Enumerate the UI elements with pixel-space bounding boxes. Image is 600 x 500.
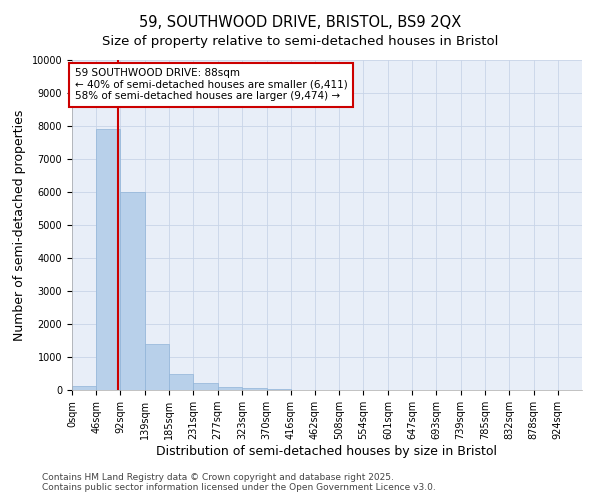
Bar <box>145 344 169 390</box>
Text: Contains HM Land Registry data © Crown copyright and database right 2025.
Contai: Contains HM Land Registry data © Crown c… <box>42 473 436 492</box>
Text: 59 SOUTHWOOD DRIVE: 88sqm
← 40% of semi-detached houses are smaller (6,411)
58% : 59 SOUTHWOOD DRIVE: 88sqm ← 40% of semi-… <box>74 68 347 102</box>
Bar <box>242 388 266 390</box>
X-axis label: Distribution of semi-detached houses by size in Bristol: Distribution of semi-detached houses by … <box>157 445 497 458</box>
Y-axis label: Number of semi-detached properties: Number of semi-detached properties <box>13 110 26 340</box>
Bar <box>218 386 242 390</box>
Text: 59, SOUTHWOOD DRIVE, BRISTOL, BS9 2QX: 59, SOUTHWOOD DRIVE, BRISTOL, BS9 2QX <box>139 15 461 30</box>
Bar <box>193 382 218 390</box>
Text: Size of property relative to semi-detached houses in Bristol: Size of property relative to semi-detach… <box>102 35 498 48</box>
Bar <box>121 192 145 390</box>
Bar <box>96 130 121 390</box>
Bar <box>72 386 96 390</box>
Bar <box>169 374 193 390</box>
Bar <box>266 389 291 390</box>
